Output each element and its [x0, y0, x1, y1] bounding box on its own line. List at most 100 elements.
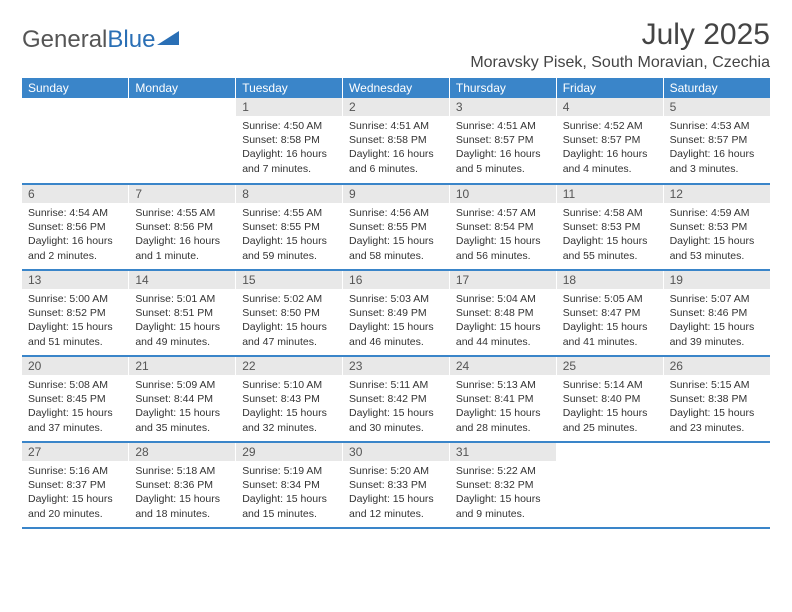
calendar-cell: 25Sunrise: 5:14 AMSunset: 8:40 PMDayligh…: [556, 356, 663, 442]
calendar-cell: 13Sunrise: 5:00 AMSunset: 8:52 PMDayligh…: [22, 270, 129, 356]
calendar-cell: 16Sunrise: 5:03 AMSunset: 8:49 PMDayligh…: [343, 270, 450, 356]
day-number: 22: [236, 357, 342, 375]
weekday-header: Tuesday: [236, 78, 343, 98]
day-details: Sunrise: 5:13 AMSunset: 8:41 PMDaylight:…: [450, 375, 556, 437]
calendar-cell: 28Sunrise: 5:18 AMSunset: 8:36 PMDayligh…: [129, 442, 236, 528]
weekday-header: Saturday: [663, 78, 770, 98]
day-details: Sunrise: 4:55 AMSunset: 8:56 PMDaylight:…: [129, 203, 235, 265]
day-number: 13: [22, 271, 128, 289]
weekday-header: Sunday: [22, 78, 129, 98]
day-number: 11: [557, 185, 663, 203]
calendar-cell: 18Sunrise: 5:05 AMSunset: 8:47 PMDayligh…: [556, 270, 663, 356]
day-details: Sunrise: 4:53 AMSunset: 8:57 PMDaylight:…: [664, 116, 770, 178]
day-number: 8: [236, 185, 342, 203]
logo-triangle-icon: [157, 26, 179, 54]
day-details: Sunrise: 5:22 AMSunset: 8:32 PMDaylight:…: [450, 461, 556, 523]
day-details: Sunrise: 5:19 AMSunset: 8:34 PMDaylight:…: [236, 461, 342, 523]
day-details: Sunrise: 5:14 AMSunset: 8:40 PMDaylight:…: [557, 375, 663, 437]
calendar-cell: 19Sunrise: 5:07 AMSunset: 8:46 PMDayligh…: [663, 270, 770, 356]
day-number: 2: [343, 98, 449, 116]
calendar-cell: 6Sunrise: 4:54 AMSunset: 8:56 PMDaylight…: [22, 184, 129, 270]
day-number: 30: [343, 443, 449, 461]
day-number: 3: [450, 98, 556, 116]
calendar-week: 6Sunrise: 4:54 AMSunset: 8:56 PMDaylight…: [22, 184, 770, 270]
day-details: Sunrise: 5:18 AMSunset: 8:36 PMDaylight:…: [129, 461, 235, 523]
day-details: Sunrise: 5:01 AMSunset: 8:51 PMDaylight:…: [129, 289, 235, 351]
calendar-cell: [129, 98, 236, 184]
calendar-page: GeneralBlue July 2025 Moravsky Pisek, So…: [0, 0, 792, 529]
day-number: 20: [22, 357, 128, 375]
calendar-cell: 1Sunrise: 4:50 AMSunset: 8:58 PMDaylight…: [236, 98, 343, 184]
calendar-week: 1Sunrise: 4:50 AMSunset: 8:58 PMDaylight…: [22, 98, 770, 184]
logo: GeneralBlue: [22, 26, 179, 54]
day-number: 29: [236, 443, 342, 461]
day-details: Sunrise: 5:09 AMSunset: 8:44 PMDaylight:…: [129, 375, 235, 437]
calendar-cell: 29Sunrise: 5:19 AMSunset: 8:34 PMDayligh…: [236, 442, 343, 528]
calendar-cell: 7Sunrise: 4:55 AMSunset: 8:56 PMDaylight…: [129, 184, 236, 270]
day-number: 4: [557, 98, 663, 116]
calendar-cell: 3Sunrise: 4:51 AMSunset: 8:57 PMDaylight…: [449, 98, 556, 184]
calendar-cell: 5Sunrise: 4:53 AMSunset: 8:57 PMDaylight…: [663, 98, 770, 184]
header: GeneralBlue July 2025 Moravsky Pisek, So…: [22, 18, 770, 72]
calendar-cell: 30Sunrise: 5:20 AMSunset: 8:33 PMDayligh…: [343, 442, 450, 528]
calendar-table: SundayMondayTuesdayWednesdayThursdayFrid…: [22, 78, 770, 529]
calendar-cell: 21Sunrise: 5:09 AMSunset: 8:44 PMDayligh…: [129, 356, 236, 442]
day-details: Sunrise: 5:07 AMSunset: 8:46 PMDaylight:…: [664, 289, 770, 351]
location: Moravsky Pisek, South Moravian, Czechia: [470, 54, 770, 72]
day-details: Sunrise: 5:16 AMSunset: 8:37 PMDaylight:…: [22, 461, 128, 523]
day-number: 12: [664, 185, 770, 203]
weekday-header: Thursday: [449, 78, 556, 98]
day-details: Sunrise: 5:10 AMSunset: 8:43 PMDaylight:…: [236, 375, 342, 437]
calendar-cell: 12Sunrise: 4:59 AMSunset: 8:53 PMDayligh…: [663, 184, 770, 270]
day-details: Sunrise: 5:11 AMSunset: 8:42 PMDaylight:…: [343, 375, 449, 437]
calendar-cell: 24Sunrise: 5:13 AMSunset: 8:41 PMDayligh…: [449, 356, 556, 442]
day-details: Sunrise: 4:57 AMSunset: 8:54 PMDaylight:…: [450, 203, 556, 265]
weekday-header: Wednesday: [343, 78, 450, 98]
day-number: 5: [664, 98, 770, 116]
day-details: Sunrise: 5:20 AMSunset: 8:33 PMDaylight:…: [343, 461, 449, 523]
calendar-cell: 10Sunrise: 4:57 AMSunset: 8:54 PMDayligh…: [449, 184, 556, 270]
calendar-cell: 14Sunrise: 5:01 AMSunset: 8:51 PMDayligh…: [129, 270, 236, 356]
day-number: 16: [343, 271, 449, 289]
calendar-cell: 20Sunrise: 5:08 AMSunset: 8:45 PMDayligh…: [22, 356, 129, 442]
day-number: 6: [22, 185, 128, 203]
day-number: 17: [450, 271, 556, 289]
day-number: 7: [129, 185, 235, 203]
calendar-cell: 23Sunrise: 5:11 AMSunset: 8:42 PMDayligh…: [343, 356, 450, 442]
day-number: 31: [450, 443, 556, 461]
day-number: 9: [343, 185, 449, 203]
day-details: Sunrise: 5:05 AMSunset: 8:47 PMDaylight:…: [557, 289, 663, 351]
day-number: 21: [129, 357, 235, 375]
day-details: Sunrise: 4:51 AMSunset: 8:58 PMDaylight:…: [343, 116, 449, 178]
day-details: Sunrise: 4:50 AMSunset: 8:58 PMDaylight:…: [236, 116, 342, 178]
calendar-cell: 22Sunrise: 5:10 AMSunset: 8:43 PMDayligh…: [236, 356, 343, 442]
calendar-cell: [556, 442, 663, 528]
day-number: 10: [450, 185, 556, 203]
logo-text-1: General: [22, 26, 107, 54]
day-number: 23: [343, 357, 449, 375]
day-number: 19: [664, 271, 770, 289]
day-details: Sunrise: 5:08 AMSunset: 8:45 PMDaylight:…: [22, 375, 128, 437]
day-number: 28: [129, 443, 235, 461]
day-number: 14: [129, 271, 235, 289]
day-details: Sunrise: 5:04 AMSunset: 8:48 PMDaylight:…: [450, 289, 556, 351]
calendar-cell: [22, 98, 129, 184]
calendar-cell: [663, 442, 770, 528]
calendar-cell: 31Sunrise: 5:22 AMSunset: 8:32 PMDayligh…: [449, 442, 556, 528]
day-details: Sunrise: 4:55 AMSunset: 8:55 PMDaylight:…: [236, 203, 342, 265]
day-details: Sunrise: 5:03 AMSunset: 8:49 PMDaylight:…: [343, 289, 449, 351]
day-details: Sunrise: 4:59 AMSunset: 8:53 PMDaylight:…: [664, 203, 770, 265]
calendar-cell: 2Sunrise: 4:51 AMSunset: 8:58 PMDaylight…: [343, 98, 450, 184]
day-number: 18: [557, 271, 663, 289]
month-title: July 2025: [470, 18, 770, 52]
calendar-cell: 17Sunrise: 5:04 AMSunset: 8:48 PMDayligh…: [449, 270, 556, 356]
day-details: Sunrise: 5:15 AMSunset: 8:38 PMDaylight:…: [664, 375, 770, 437]
calendar-cell: 4Sunrise: 4:52 AMSunset: 8:57 PMDaylight…: [556, 98, 663, 184]
weekday-header: Monday: [129, 78, 236, 98]
day-number: 25: [557, 357, 663, 375]
day-number: 26: [664, 357, 770, 375]
day-number: 24: [450, 357, 556, 375]
day-number: 27: [22, 443, 128, 461]
calendar-cell: 15Sunrise: 5:02 AMSunset: 8:50 PMDayligh…: [236, 270, 343, 356]
day-details: Sunrise: 4:51 AMSunset: 8:57 PMDaylight:…: [450, 116, 556, 178]
